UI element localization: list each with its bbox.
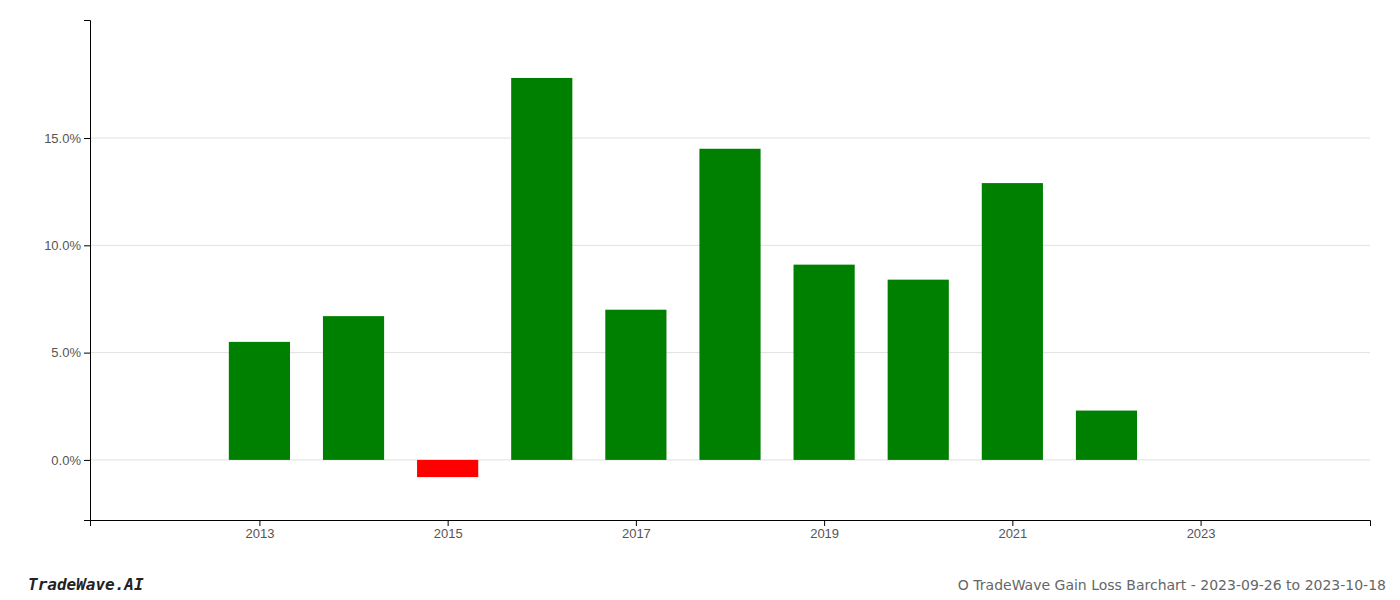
y-tick-label: 10.0% bbox=[44, 238, 81, 253]
x-axis: 2013 2015 2017 2019 2021 2023 bbox=[91, 520, 1371, 541]
bar bbox=[794, 265, 855, 460]
x-tick: 2023 bbox=[1187, 520, 1216, 541]
plot: 0.0%5.0%10.0%15.0%2013201520172019202120… bbox=[44, 21, 1370, 542]
x-tick: 2021 bbox=[998, 520, 1027, 541]
bar bbox=[323, 316, 384, 460]
y-axis-line bbox=[84, 21, 91, 521]
bar bbox=[888, 280, 949, 460]
bar bbox=[605, 310, 666, 460]
footer-right: O TradeWave Gain Loss Barchart - 2023-09… bbox=[958, 577, 1386, 593]
y-tick-label: 0.0% bbox=[51, 453, 81, 468]
y-axis: 0.0% 5.0% 10.0% 15.0% bbox=[44, 21, 90, 521]
y-tick-mark bbox=[84, 460, 90, 461]
chart: 0.0%5.0%10.0%15.0%2013201520172019202120… bbox=[0, 0, 1400, 600]
x-tick-label: 2013 bbox=[245, 526, 274, 541]
y-tick-label: 5.0% bbox=[51, 345, 81, 360]
x-tick: 2015 bbox=[434, 520, 463, 541]
grid-line bbox=[90, 138, 1370, 139]
y-tick: 10.0% bbox=[44, 238, 90, 253]
x-tick-label: 2015 bbox=[434, 526, 463, 541]
x-tick: 2019 bbox=[810, 520, 839, 541]
bar bbox=[1076, 411, 1137, 460]
y-tick: 15.0% bbox=[44, 131, 90, 146]
x-tick-label: 2017 bbox=[622, 526, 651, 541]
x-tick-mark bbox=[636, 520, 637, 526]
bar bbox=[417, 460, 478, 477]
y-tick: 0.0% bbox=[51, 453, 90, 468]
y-tick-mark bbox=[84, 353, 90, 354]
bar bbox=[511, 78, 572, 460]
x-axis-line bbox=[91, 521, 1371, 527]
y-tick-label: 15.0% bbox=[44, 131, 81, 146]
x-tick: 2013 bbox=[245, 520, 274, 541]
x-tick-label: 2021 bbox=[998, 526, 1027, 541]
x-tick: 2017 bbox=[622, 520, 651, 541]
x-tick-mark bbox=[1201, 520, 1202, 526]
bar bbox=[982, 183, 1043, 460]
grid bbox=[90, 138, 1370, 460]
y-tick-mark bbox=[84, 138, 90, 139]
y-tick-mark bbox=[84, 245, 90, 246]
x-tick-label: 2019 bbox=[810, 526, 839, 541]
x-tick-mark bbox=[259, 520, 260, 526]
bar bbox=[699, 149, 760, 460]
x-tick-label: 2023 bbox=[1187, 526, 1216, 541]
bars bbox=[229, 78, 1137, 477]
x-tick-mark bbox=[824, 520, 825, 526]
x-tick-mark bbox=[448, 520, 449, 526]
footer-left: TradeWave.AI bbox=[28, 575, 144, 594]
bar bbox=[229, 342, 290, 460]
y-tick: 5.0% bbox=[51, 345, 90, 360]
x-tick-mark bbox=[1012, 520, 1013, 526]
